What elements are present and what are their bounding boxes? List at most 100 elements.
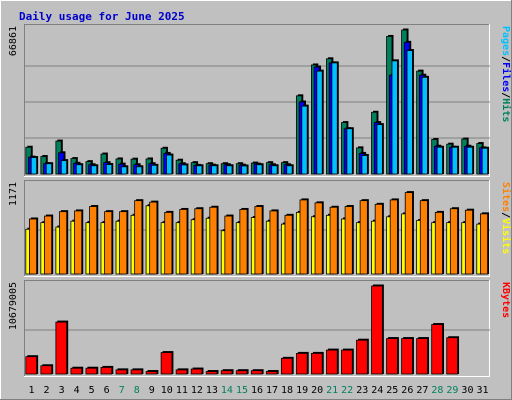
sites-bar <box>74 209 84 275</box>
kbytes-bar-face <box>311 352 323 375</box>
day-label: 19 <box>296 385 308 396</box>
day-label: 13 <box>206 385 218 396</box>
sites-bar-face <box>389 199 398 275</box>
pages-bar-face <box>376 124 383 175</box>
kbytes-bar <box>220 369 234 375</box>
pages-bar-face <box>196 165 203 175</box>
pages-bar <box>75 163 84 175</box>
kbytes-bar <box>401 337 414 375</box>
pages-bar-face <box>30 157 38 175</box>
sites-bar-face <box>239 209 248 275</box>
kbytes-bar-face <box>70 367 83 375</box>
day-label: 16 <box>251 385 263 396</box>
pages-bar <box>301 104 309 175</box>
kbytes-bar-face <box>220 370 233 375</box>
pages-bar-face <box>241 165 248 175</box>
kbytes-bar-face <box>295 352 308 375</box>
pages-bar-face <box>346 128 353 175</box>
sites-bar-face <box>149 201 158 275</box>
kbytes-bar-face <box>265 371 278 375</box>
kbytes-bar-face <box>371 285 383 375</box>
sites-bar <box>344 205 354 275</box>
panel-hits-files-pages-max-label: 66861 <box>8 26 19 56</box>
kbytes-bar <box>446 336 460 375</box>
panel-kbytes-legend-0: KBytes <box>500 282 511 318</box>
panel-hits-files-pages: 66861 Pages/Files/Hits <box>8 24 512 177</box>
kbytes-bar-face <box>85 367 98 375</box>
sites-bar-face <box>44 215 53 275</box>
pages-bar <box>481 146 490 175</box>
pages-bar-face <box>151 164 158 175</box>
kbytes-bar <box>130 368 144 375</box>
panel-kbytes-max-label: 10679005 <box>8 282 19 330</box>
day-label: 30 <box>461 385 473 396</box>
day-label: 3 <box>59 385 65 396</box>
kbytes-bar-face <box>40 365 53 375</box>
sites-bar-face <box>74 210 83 275</box>
pages-bar <box>241 164 249 175</box>
day-label: 24 <box>371 385 383 396</box>
panel-visits-sites: 1171 Sites/Visits <box>8 180 512 277</box>
sites-bar-face <box>29 218 38 275</box>
sites-bar <box>239 207 249 275</box>
day-label: 27 <box>416 385 428 396</box>
pages-bar-face <box>436 146 443 175</box>
kbytes-bar <box>431 323 444 375</box>
kbytes-bar <box>371 284 384 375</box>
sites-bar <box>449 207 460 275</box>
sites-bar <box>359 199 369 275</box>
kbytes-bar <box>25 355 39 375</box>
pages-bar-face <box>406 50 413 175</box>
pages-bar <box>406 49 414 175</box>
pages-bar <box>181 163 189 175</box>
pages-bar <box>316 69 324 175</box>
pages-bar <box>90 164 99 175</box>
sites-bar-face <box>404 192 413 275</box>
pages-bar <box>466 145 475 175</box>
sites-bar <box>389 198 399 275</box>
sites-bar-face <box>419 200 428 275</box>
sites-bar-face <box>284 214 293 275</box>
kbytes-bar-face <box>416 338 428 375</box>
sites-bar-face <box>329 206 338 275</box>
kbytes-bar <box>386 337 399 375</box>
sites-bar-face <box>104 211 113 275</box>
panel-kbytes-side-label: KBytes <box>500 282 511 318</box>
sites-bar <box>134 199 144 275</box>
day-label: 2 <box>44 385 50 396</box>
pages-bar-face <box>226 165 233 175</box>
day-label: 23 <box>356 385 368 396</box>
day-label: 18 <box>281 385 293 396</box>
sites-bar-face <box>179 209 188 275</box>
pages-bar <box>30 156 39 175</box>
kbytes-bar <box>341 348 354 375</box>
sites-bar <box>314 201 324 275</box>
sites-bar-face <box>314 202 323 275</box>
sites-bar-face <box>299 199 308 275</box>
sites-bar <box>269 209 279 275</box>
sites-bar-face <box>89 206 98 275</box>
sites-bar <box>299 198 309 275</box>
kbytes-bar <box>416 337 429 375</box>
day-label: 14 <box>221 385 233 396</box>
pages-bar-face <box>105 164 113 175</box>
sites-bar <box>404 191 414 275</box>
sites-bar <box>419 199 429 275</box>
pages-bar <box>391 59 399 175</box>
kbytes-bar-face <box>280 357 293 375</box>
pages-bar <box>211 164 219 175</box>
panel-visits-sites-max-label: 1171 <box>8 182 19 206</box>
sites-bar-face <box>449 208 458 275</box>
pages-bar <box>105 163 114 175</box>
kbytes-bar-face <box>145 371 158 375</box>
kbytes-bar-face <box>326 349 338 375</box>
kbytes-bar <box>100 365 114 375</box>
sites-bar-face <box>434 211 443 275</box>
pages-bar-face <box>286 165 293 175</box>
day-label: 29 <box>446 385 458 396</box>
pages-bar <box>271 164 279 175</box>
pages-bar-face <box>90 165 98 175</box>
kbytes-bar <box>356 338 369 375</box>
